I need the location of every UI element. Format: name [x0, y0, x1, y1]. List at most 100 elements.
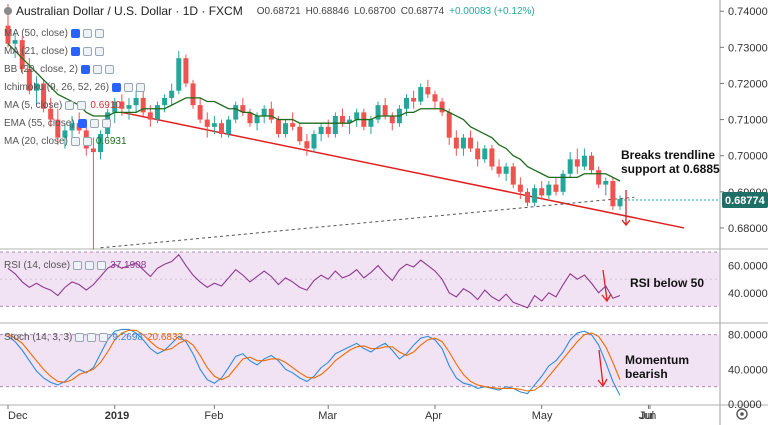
visibility-eye-icon[interactable]	[73, 260, 83, 270]
stoch-tick-label: 80.0000	[728, 330, 768, 342]
candle-body	[69, 123, 75, 131]
indicator-ema55[interactable]: EMA (55, close)	[4, 116, 111, 130]
candle-body	[190, 83, 196, 106]
candle-body	[176, 58, 182, 91]
remove-icon[interactable]	[101, 118, 111, 128]
settings-icon[interactable]	[87, 332, 97, 342]
remove-icon[interactable]	[99, 332, 109, 342]
indicator-ma20[interactable]: MA (20, close) 0.6931	[4, 134, 127, 148]
candle-body	[482, 148, 488, 160]
candle-body	[62, 130, 68, 138]
visibility-eye-icon[interactable]	[80, 64, 90, 74]
remove-icon[interactable]	[94, 46, 104, 56]
indicator-ma50[interactable]: MA (50, close)	[4, 26, 104, 40]
candle-body	[603, 180, 609, 185]
indicator-label: MA (21, close)	[4, 45, 68, 57]
candle-body	[140, 97, 146, 113]
time-tick-label: 2019	[105, 410, 129, 422]
remove-icon[interactable]	[82, 136, 92, 146]
candle-body	[610, 180, 616, 207]
candle-body	[553, 184, 559, 192]
settings-icon[interactable]	[82, 28, 92, 38]
high-value: H0.68846	[305, 5, 350, 17]
settings-icon[interactable]	[82, 46, 92, 56]
candle-body	[318, 126, 324, 135]
settings-icon[interactable]	[70, 136, 80, 146]
candle-body	[368, 119, 374, 127]
indicator-label: Ichimoku (9, 26, 52, 26)	[4, 81, 110, 93]
visibility-eye-icon[interactable]	[75, 332, 85, 342]
candle-body	[90, 148, 96, 153]
candle-body	[283, 123, 289, 135]
candle-body	[233, 105, 239, 120]
settings-icon[interactable]	[124, 82, 134, 92]
candle-body	[204, 119, 210, 127]
rsi-value: 37.1908	[110, 259, 147, 271]
indicator-bb[interactable]: BB (20, close, 2)	[4, 62, 114, 76]
price-tick-label: 0.70000	[728, 151, 768, 163]
stoch-d-line	[7, 329, 621, 392]
indicator-value: 0.6910	[90, 99, 121, 111]
candle-body	[154, 105, 160, 120]
visibility-eye-icon[interactable]	[70, 46, 80, 56]
candle-body	[275, 119, 281, 135]
candle-body	[532, 188, 538, 203]
candle-body	[539, 188, 545, 196]
candle-body	[33, 83, 39, 91]
indicator-ichimoku[interactable]: Ichimoku (9, 26, 52, 26)	[4, 80, 146, 94]
candle-body	[496, 166, 502, 174]
price-tick-label: 0.68000	[728, 223, 768, 235]
visibility-eye-icon[interactable]	[70, 28, 80, 38]
low-value: L0.68700	[354, 5, 396, 17]
price-tick-label: 0.71000	[728, 115, 768, 127]
candle-body	[48, 108, 54, 120]
rsi-legend[interactable]: RSI (14, close) 37.1908	[4, 258, 146, 272]
stoch-k-value: 9.2698	[112, 331, 143, 343]
remove-icon[interactable]	[104, 64, 114, 74]
gear-center	[740, 412, 744, 416]
symbol-title[interactable]: Australian Dollar / U.S. Dollar · 1D · F…	[16, 4, 243, 18]
visibility-eye-icon[interactable]	[112, 82, 122, 92]
visibility-eye-icon[interactable]	[77, 118, 87, 128]
remove-icon[interactable]	[97, 260, 107, 270]
gear-outer	[736, 408, 748, 420]
candle-body	[183, 58, 189, 84]
candle-body	[169, 90, 175, 98]
stoch-legend[interactable]: Stoch (14, 3, 3) 9.2698 20.6833	[4, 330, 183, 344]
candle-body	[546, 184, 552, 196]
candle-body	[382, 105, 388, 116]
candle-body	[617, 199, 623, 207]
indicator-label: MA (5, close)	[4, 99, 63, 111]
settings-icon[interactable]	[89, 118, 99, 128]
candle-body	[404, 97, 410, 109]
candle-body	[375, 105, 381, 120]
indicator-label: MA (50, close)	[4, 27, 68, 39]
settings-icon[interactable]	[85, 260, 95, 270]
settings-gear-icon[interactable]	[736, 408, 748, 420]
candle-body	[247, 112, 253, 124]
downtrend-line	[121, 111, 685, 229]
settings-icon[interactable]	[65, 100, 75, 110]
rsi-down-arrow-head	[601, 293, 612, 303]
rsi-annotation: RSI below 50	[630, 276, 705, 290]
candle-body	[425, 87, 431, 95]
indicator-ma21[interactable]: MA (21, close)	[4, 44, 104, 58]
remove-icon[interactable]	[77, 100, 87, 110]
down-arrow-head	[621, 219, 631, 227]
market-status-icon	[4, 7, 12, 15]
rsi-tick-label: 60.0000	[728, 261, 768, 273]
candle-body	[418, 87, 424, 102]
last-price-tag	[722, 191, 768, 208]
remove-icon[interactable]	[136, 82, 146, 92]
momentum-annotation: Momentum bearish	[625, 353, 689, 381]
remove-icon[interactable]	[94, 28, 104, 38]
candle-body	[446, 112, 452, 138]
candle-body	[304, 141, 310, 149]
settings-icon[interactable]	[92, 64, 102, 74]
candle-body	[197, 105, 203, 120]
candle-body	[411, 97, 417, 102]
indicator-ma5[interactable]: MA (5, close) 0.6910	[4, 98, 121, 112]
moving-average-line	[7, 43, 621, 182]
